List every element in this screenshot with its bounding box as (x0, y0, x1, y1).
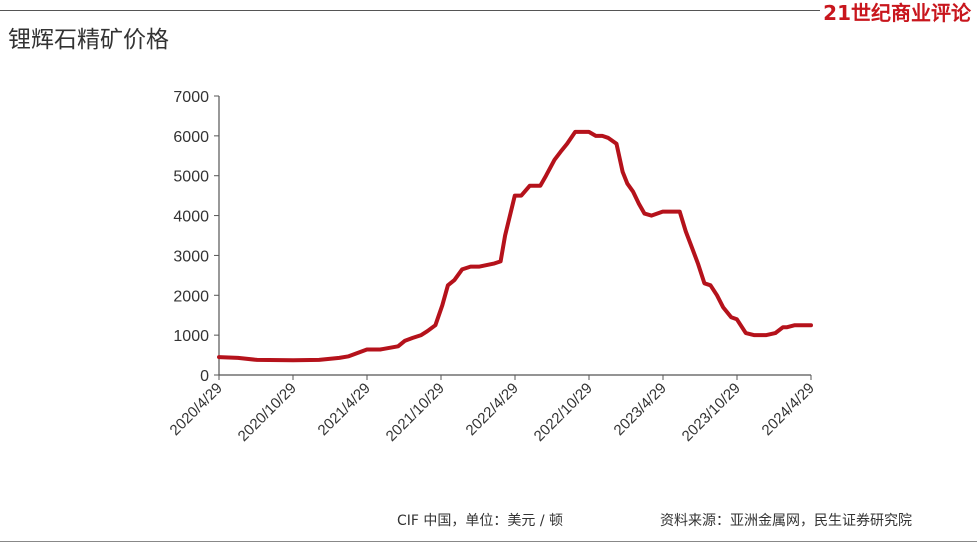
x-tick-label: 2021/4/29 (315, 380, 374, 439)
y-tick-label: 4000 (173, 209, 209, 226)
y-tick-label: 0 (200, 368, 209, 385)
y-tick-label: 7000 (173, 89, 209, 106)
y-tick-label: 6000 (173, 129, 209, 146)
x-tick-label: 2023/10/29 (679, 380, 744, 445)
top-rule (0, 10, 820, 11)
source-note: 资料来源：亚洲金属网，民生证券研究院 (660, 513, 912, 529)
y-tick-label: 2000 (173, 288, 209, 305)
brand-logo: 21世纪商业评论 (823, 1, 971, 25)
x-tick-label: 2023/4/29 (611, 380, 670, 439)
y-axis: 0 1000 2000 3000 4000 5000 6000 7000 (173, 89, 220, 385)
y-tick-label: 1000 (173, 328, 209, 345)
series-line-0 (217, 129, 813, 363)
x-tick-label: 2020/4/29 (167, 380, 226, 439)
y-tick-label: 3000 (173, 248, 209, 265)
x-tick-label: 2024/4/29 (759, 380, 818, 439)
unit-note: CIF 中国，单位：美元 / 顿 (397, 513, 564, 529)
x-axis: 2020/4/29 2020/10/29 2021/4/29 2021/10/29 20… (167, 374, 818, 445)
y-tick-label: 5000 (173, 169, 209, 186)
x-tick-label: 2020/10/29 (235, 380, 300, 445)
bottom-rule (0, 541, 977, 542)
x-tick-label: 2022/10/29 (531, 380, 596, 445)
series-group (217, 129, 813, 363)
page-title: 锂辉石精矿价格 (8, 27, 169, 53)
x-tick-label: 2021/10/29 (383, 380, 448, 445)
x-tick-label: 2022/4/29 (463, 380, 522, 439)
